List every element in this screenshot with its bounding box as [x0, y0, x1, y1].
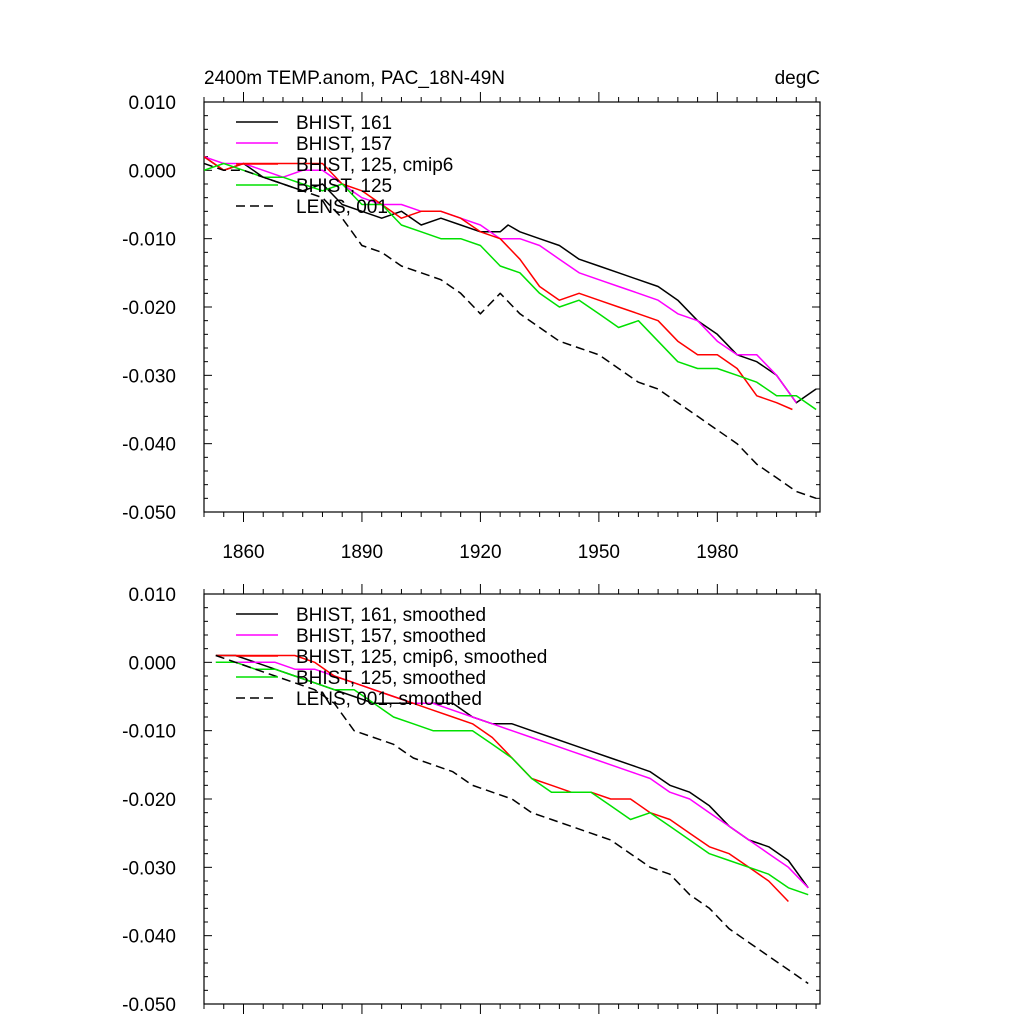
y-tick-label: -0.030	[122, 858, 176, 879]
x-tick-label: 1890	[341, 542, 383, 563]
series-line-2	[215, 661, 809, 889]
y-tick-label: -0.010	[122, 230, 176, 251]
series-line-3	[215, 654, 789, 903]
y-tick-label: 0.010	[128, 585, 176, 606]
series-line-4	[204, 162, 817, 411]
legend-label: BHIST, 125, smoothed	[296, 668, 486, 689]
y-tick-label: 0.000	[128, 653, 176, 674]
x-tick-label: 1950	[578, 542, 620, 563]
series-line-5	[215, 654, 809, 985]
y-tick-label: -0.020	[122, 790, 176, 811]
x-tick-label: 1920	[459, 542, 501, 563]
series-line-4	[215, 661, 809, 896]
y-tick-label: -0.030	[122, 366, 176, 387]
y-tick-label: -0.040	[122, 435, 176, 456]
y-tick-label: 0.010	[128, 93, 176, 114]
legend-label: BHIST, 125, cmip6	[296, 155, 453, 176]
legend-label: BHIST, 157	[296, 134, 392, 155]
y-tick-label: -0.050	[122, 995, 176, 1016]
series-line-5	[204, 162, 817, 500]
bottom-panel: 0.010 0.000 -0.010 -0.020 -0.030 -0.040 -0.050…	[122, 584, 821, 1016]
y-tick-label: -0.040	[122, 927, 176, 948]
y-tick-label: -0.050	[122, 503, 176, 524]
panel-units: degC	[775, 68, 820, 89]
y-tick-label: -0.020	[122, 298, 176, 319]
legend-label: LENS, 001, smoothed	[296, 689, 482, 710]
legend-label: BHIST, 157, smoothed	[296, 626, 486, 647]
series-line-3	[204, 156, 793, 411]
legend-label: LENS, 001	[296, 197, 388, 218]
top-panel: 2400m TEMP.anom, PAC_18N-49N degC 0.010 0…	[122, 68, 821, 563]
legend-label: BHIST, 161, smoothed	[296, 605, 486, 626]
y-tick-label: -0.010	[122, 722, 176, 743]
panel-title: 2400m TEMP.anom, PAC_18N-49N	[204, 68, 505, 89]
legend-label: BHIST, 161	[296, 113, 392, 134]
x-tick-label: 1860	[222, 542, 264, 563]
y-tick-label: 0.000	[128, 161, 176, 182]
series-line-1	[204, 156, 817, 404]
legend-label: BHIST, 125, cmip6, smoothed	[296, 647, 547, 668]
legend-label: BHIST, 125	[296, 176, 392, 197]
x-tick-label: 1980	[696, 542, 738, 563]
